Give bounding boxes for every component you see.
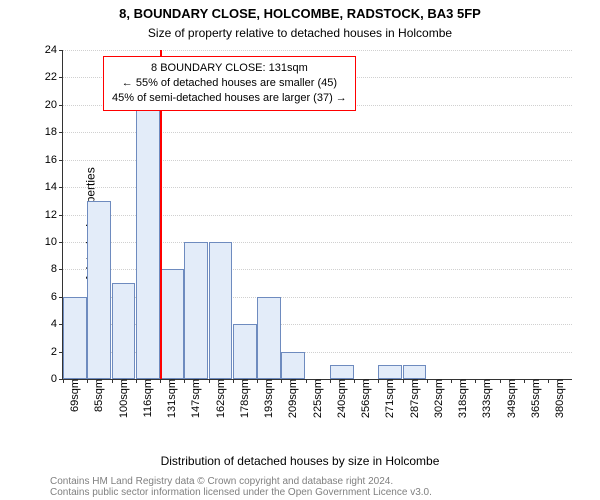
- x-tick-mark: [403, 379, 404, 383]
- x-tick-label: 318sqm: [453, 379, 469, 418]
- x-tick-label: 116sqm: [138, 379, 154, 417]
- x-tick-mark: [548, 379, 549, 383]
- x-tick-label: 271sqm: [380, 379, 396, 418]
- x-tick-mark: [112, 379, 113, 383]
- x-tick-mark: [475, 379, 476, 383]
- histogram-bar: [87, 201, 111, 379]
- gridline-h: [63, 50, 572, 51]
- x-tick-label: 256sqm: [356, 379, 372, 418]
- x-tick-mark: [354, 379, 355, 383]
- histogram-bar: [136, 77, 160, 379]
- chart-container: 8, BOUNDARY CLOSE, HOLCOMBE, RADSTOCK, B…: [0, 0, 600, 500]
- x-tick-mark: [378, 379, 379, 383]
- x-tick-label: 365sqm: [526, 379, 542, 418]
- x-tick-mark: [281, 379, 282, 383]
- plot-area: 8 BOUNDARY CLOSE: 131sqm ← 55% of detach…: [62, 50, 572, 380]
- x-tick-mark: [451, 379, 452, 383]
- histogram-bar: [184, 242, 208, 379]
- annotation-line1: 8 BOUNDARY CLOSE: 131sqm: [112, 61, 347, 76]
- x-tick-mark: [63, 379, 64, 383]
- x-tick-label: 287sqm: [405, 379, 421, 418]
- chart-subtitle: Size of property relative to detached ho…: [0, 26, 600, 40]
- x-tick-label: 240sqm: [332, 379, 348, 418]
- x-tick-label: 85sqm: [89, 379, 105, 412]
- x-tick-mark: [427, 379, 428, 383]
- x-tick-label: 100sqm: [114, 379, 130, 418]
- histogram-bar: [403, 365, 427, 379]
- attribution-line2: Contains public sector information licen…: [50, 487, 590, 498]
- x-tick-mark: [209, 379, 210, 383]
- histogram-bar: [63, 297, 87, 379]
- histogram-bar: [257, 297, 281, 379]
- attribution-line1: Contains HM Land Registry data © Crown c…: [50, 476, 590, 487]
- histogram-bar: [209, 242, 233, 379]
- x-tick-mark: [257, 379, 258, 383]
- x-tick-label: 131sqm: [162, 379, 178, 418]
- histogram-bar: [330, 365, 354, 379]
- x-tick-mark: [500, 379, 501, 383]
- histogram-bar: [378, 365, 402, 379]
- x-tick-mark: [160, 379, 161, 383]
- x-tick-label: 162sqm: [211, 379, 227, 418]
- x-tick-label: 349sqm: [502, 379, 518, 418]
- x-tick-mark: [524, 379, 525, 383]
- x-axis-label: Distribution of detached houses by size …: [0, 454, 600, 468]
- x-tick-label: 302sqm: [429, 379, 445, 418]
- attribution: Contains HM Land Registry data © Crown c…: [50, 476, 590, 498]
- x-tick-label: 193sqm: [259, 379, 275, 418]
- chart-title: 8, BOUNDARY CLOSE, HOLCOMBE, RADSTOCK, B…: [0, 6, 600, 21]
- x-tick-label: 209sqm: [283, 379, 299, 418]
- x-tick-label: 380sqm: [550, 379, 566, 418]
- histogram-bar: [233, 324, 257, 379]
- annotation-line2: ← 55% of detached houses are smaller (45…: [112, 76, 347, 91]
- x-tick-mark: [136, 379, 137, 383]
- x-tick-label: 147sqm: [186, 379, 202, 418]
- histogram-bar: [281, 352, 305, 379]
- x-tick-label: 333sqm: [477, 379, 493, 418]
- x-tick-label: 69sqm: [65, 379, 81, 412]
- x-tick-label: 225sqm: [308, 379, 324, 418]
- histogram-bar: [160, 269, 184, 379]
- annotation-line3: 45% of semi-detached houses are larger (…: [112, 91, 347, 106]
- x-tick-mark: [184, 379, 185, 383]
- annotation-box: 8 BOUNDARY CLOSE: 131sqm ← 55% of detach…: [103, 56, 356, 111]
- x-tick-mark: [87, 379, 88, 383]
- histogram-bar: [112, 283, 136, 379]
- x-tick-mark: [330, 379, 331, 383]
- x-tick-mark: [233, 379, 234, 383]
- x-tick-mark: [306, 379, 307, 383]
- x-tick-label: 178sqm: [235, 379, 251, 418]
